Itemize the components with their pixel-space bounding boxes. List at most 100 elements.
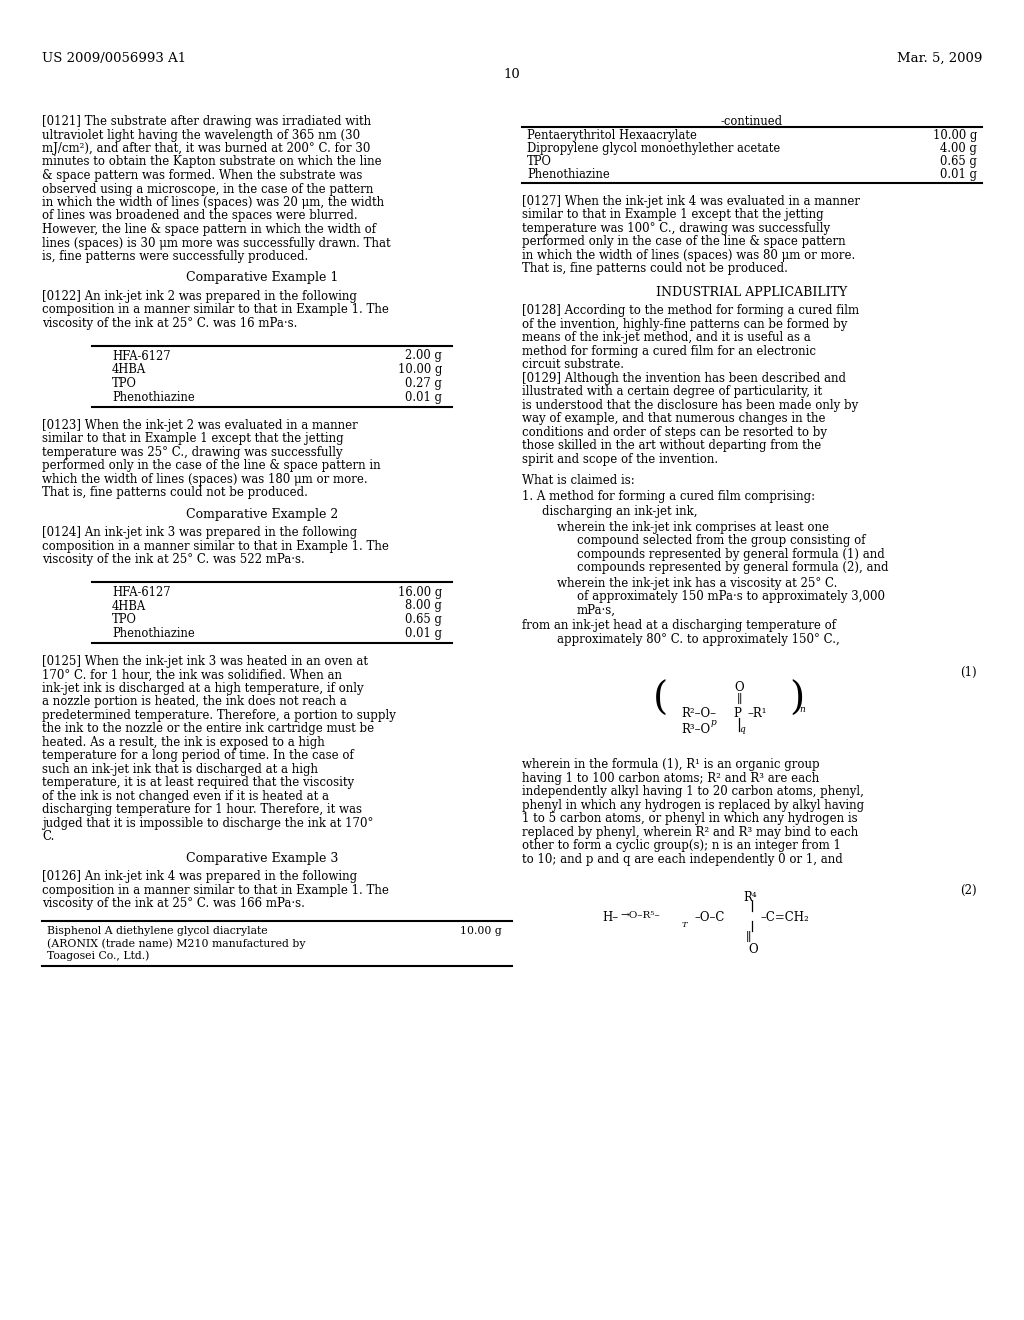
Text: (1): (1): [961, 667, 977, 680]
Text: C.: C.: [42, 830, 54, 843]
Text: Phenothiazine: Phenothiazine: [527, 168, 609, 181]
Text: 0.01 g: 0.01 g: [406, 627, 442, 640]
Text: phenyl in which any hydrogen is replaced by alkyl having: phenyl in which any hydrogen is replaced…: [522, 799, 864, 812]
Text: having 1 to 100 carbon atoms; R² and R³ are each: having 1 to 100 carbon atoms; R² and R³ …: [522, 772, 819, 784]
Text: in which the width of lines (spaces) was 80 μm or more.: in which the width of lines (spaces) was…: [522, 248, 855, 261]
Text: discharging temperature for 1 hour. Therefore, it was: discharging temperature for 1 hour. Ther…: [42, 804, 362, 816]
Text: composition in a manner similar to that in Example 1. The: composition in a manner similar to that …: [42, 304, 389, 317]
Text: a nozzle portion is heated, the ink does not reach a: a nozzle portion is heated, the ink does…: [42, 696, 347, 709]
Text: observed using a microscope, in the case of the pattern: observed using a microscope, in the case…: [42, 182, 374, 195]
Text: conditions and order of steps can be resorted to by: conditions and order of steps can be res…: [522, 425, 827, 438]
Text: of lines was broadened and the spaces were blurred.: of lines was broadened and the spaces we…: [42, 210, 357, 223]
Text: 0.65 g: 0.65 g: [406, 614, 442, 626]
Text: of the ink is not changed even if it is heated at a: of the ink is not changed even if it is …: [42, 789, 329, 803]
Text: T: T: [682, 921, 688, 929]
Text: lines (spaces) is 30 μm more was successfully drawn. That: lines (spaces) is 30 μm more was success…: [42, 236, 390, 249]
Text: is, fine patterns were successfully produced.: is, fine patterns were successfully prod…: [42, 249, 308, 263]
Text: What is claimed is:: What is claimed is:: [522, 474, 635, 487]
Text: p: p: [710, 718, 716, 727]
Text: compounds represented by general formula (2), and: compounds represented by general formula…: [577, 561, 889, 574]
Text: replaced by phenyl, wherein R² and R³ may bind to each: replaced by phenyl, wherein R² and R³ ma…: [522, 826, 858, 838]
Text: viscosity of the ink at 25° C. was 522 mPa·s.: viscosity of the ink at 25° C. was 522 m…: [42, 553, 305, 566]
Text: R²–O–: R²–O–: [681, 708, 716, 721]
Text: composition in a manner similar to that in Example 1. The: composition in a manner similar to that …: [42, 540, 389, 553]
Text: US 2009/0056993 A1: US 2009/0056993 A1: [42, 51, 186, 65]
Text: compound selected from the group consisting of: compound selected from the group consist…: [577, 535, 865, 548]
Text: similar to that in Example 1 except that the jetting: similar to that in Example 1 except that…: [42, 432, 344, 445]
Text: Phenothiazine: Phenothiazine: [112, 391, 195, 404]
Text: –O–C: –O–C: [694, 911, 724, 924]
Text: ∥: ∥: [736, 693, 741, 706]
Text: method for forming a cured film for an electronic: method for forming a cured film for an e…: [522, 345, 816, 358]
Text: [0125] When the ink-jet ink 3 was heated in an oven at: [0125] When the ink-jet ink 3 was heated…: [42, 655, 368, 668]
Text: heated. As a result, the ink is exposed to a high: heated. As a result, the ink is exposed …: [42, 735, 325, 748]
Text: [0121] The substrate after drawing was irradiated with: [0121] The substrate after drawing was i…: [42, 115, 371, 128]
Text: composition in a manner similar to that in Example 1. The: composition in a manner similar to that …: [42, 884, 389, 896]
Text: temperature for a long period of time. In the case of: temperature for a long period of time. I…: [42, 750, 353, 763]
Text: [0128] According to the method for forming a cured film: [0128] According to the method for formi…: [522, 304, 859, 317]
Text: 4HBA: 4HBA: [112, 363, 146, 376]
Text: compounds represented by general formula (1) and: compounds represented by general formula…: [577, 548, 885, 561]
Text: 10.00 g: 10.00 g: [397, 363, 442, 376]
Text: [0126] An ink-jet ink 4 was prepared in the following: [0126] An ink-jet ink 4 was prepared in …: [42, 870, 357, 883]
Text: mPa·s,: mPa·s,: [577, 603, 616, 616]
Text: from an ink-jet head at a discharging temperature of: from an ink-jet head at a discharging te…: [522, 619, 836, 632]
Text: 0.27 g: 0.27 g: [406, 378, 442, 391]
Text: 4.00 g: 4.00 g: [940, 143, 977, 156]
Text: illustrated with a certain degree of particularity, it: illustrated with a certain degree of par…: [522, 385, 822, 399]
Text: spirit and scope of the invention.: spirit and scope of the invention.: [522, 453, 718, 466]
Text: ink-jet ink is discharged at a high temperature, if only: ink-jet ink is discharged at a high temp…: [42, 682, 364, 694]
Text: those skilled in the art without departing from the: those skilled in the art without departi…: [522, 440, 821, 453]
Text: ultraviolet light having the wavelength of 365 nm (30: ultraviolet light having the wavelength …: [42, 128, 360, 141]
Text: temperature was 25° C., drawing was successfully: temperature was 25° C., drawing was succ…: [42, 446, 343, 459]
Text: 0.65 g: 0.65 g: [940, 154, 977, 168]
Text: P: P: [733, 708, 741, 721]
Text: R³–O: R³–O: [681, 723, 710, 737]
Text: temperature was 100° C., drawing was successfully: temperature was 100° C., drawing was suc…: [522, 222, 830, 235]
Text: q: q: [739, 725, 744, 734]
Text: [0122] An ink-jet ink 2 was prepared in the following: [0122] An ink-jet ink 2 was prepared in …: [42, 290, 357, 304]
Text: (: (: [653, 681, 669, 718]
Text: (ARONIX (trade name) M210 manufactured by: (ARONIX (trade name) M210 manufactured b…: [47, 939, 305, 949]
Text: TPO: TPO: [527, 154, 552, 168]
Text: similar to that in Example 1 except that the jetting: similar to that in Example 1 except that…: [522, 209, 823, 222]
Text: 2.00 g: 2.00 g: [406, 350, 442, 363]
Text: n: n: [799, 705, 805, 714]
Text: 1. A method for forming a cured film comprising:: 1. A method for forming a cured film com…: [522, 490, 815, 503]
Text: [0123] When the ink-jet 2 was evaluated in a manner: [0123] When the ink-jet 2 was evaluated …: [42, 418, 357, 432]
Text: TPO: TPO: [112, 614, 137, 626]
Text: performed only in the case of the line & space pattern in: performed only in the case of the line &…: [42, 459, 381, 473]
Text: 10.00 g: 10.00 g: [460, 925, 502, 936]
Text: Bisphenol A diethylene glycol diacrylate: Bisphenol A diethylene glycol diacrylate: [47, 925, 267, 936]
Text: wherein the ink-jet ink has a viscosity at 25° C.: wherein the ink-jet ink has a viscosity …: [557, 577, 838, 590]
Text: 1 to 5 carbon atoms, or phenyl in which any hydrogen is: 1 to 5 carbon atoms, or phenyl in which …: [522, 812, 858, 825]
Text: 4HBA: 4HBA: [112, 599, 146, 612]
Text: which the width of lines (spaces) was 180 μm or more.: which the width of lines (spaces) was 18…: [42, 473, 368, 486]
Text: circuit substrate.: circuit substrate.: [522, 358, 624, 371]
Text: Comparative Example 1: Comparative Example 1: [185, 272, 338, 285]
Text: viscosity of the ink at 25° C. was 16 mPa·s.: viscosity of the ink at 25° C. was 16 mP…: [42, 317, 297, 330]
Text: independently alkyl having 1 to 20 carbon atoms, phenyl,: independently alkyl having 1 to 20 carbo…: [522, 785, 864, 799]
Text: 10.00 g: 10.00 g: [933, 129, 977, 143]
Text: (2): (2): [961, 884, 977, 898]
Text: 16.00 g: 16.00 g: [397, 586, 442, 599]
Text: 0.01 g: 0.01 g: [406, 391, 442, 404]
Text: 170° C. for 1 hour, the ink was solidified. When an: 170° C. for 1 hour, the ink was solidifi…: [42, 668, 342, 681]
Text: O: O: [748, 944, 758, 956]
Text: →O–R⁵–: →O–R⁵–: [620, 911, 659, 920]
Text: means of the ink-jet method, and it is useful as a: means of the ink-jet method, and it is u…: [522, 331, 811, 345]
Text: HFA-6127: HFA-6127: [112, 350, 171, 363]
Text: HFA-6127: HFA-6127: [112, 586, 171, 599]
Text: Mar. 5, 2009: Mar. 5, 2009: [897, 51, 982, 65]
Text: judged that it is impossible to discharge the ink at 170°: judged that it is impossible to discharg…: [42, 817, 374, 830]
Text: –C=CH₂: –C=CH₂: [760, 911, 809, 924]
Text: ): ): [790, 681, 805, 718]
Text: & space pattern was formed. When the substrate was: & space pattern was formed. When the sub…: [42, 169, 362, 182]
Text: However, the line & space pattern in which the width of: However, the line & space pattern in whi…: [42, 223, 376, 236]
Text: Dipropylene glycol monoethylether acetate: Dipropylene glycol monoethylether acetat…: [527, 143, 780, 156]
Text: predetermined temperature. Therefore, a portion to supply: predetermined temperature. Therefore, a …: [42, 709, 396, 722]
Text: to 10; and p and q are each independently 0 or 1, and: to 10; and p and q are each independentl…: [522, 853, 843, 866]
Text: Pentaerythritol Hexaacrylate: Pentaerythritol Hexaacrylate: [527, 129, 697, 143]
Text: Comparative Example 3: Comparative Example 3: [185, 851, 338, 865]
Text: -continued: -continued: [721, 115, 783, 128]
